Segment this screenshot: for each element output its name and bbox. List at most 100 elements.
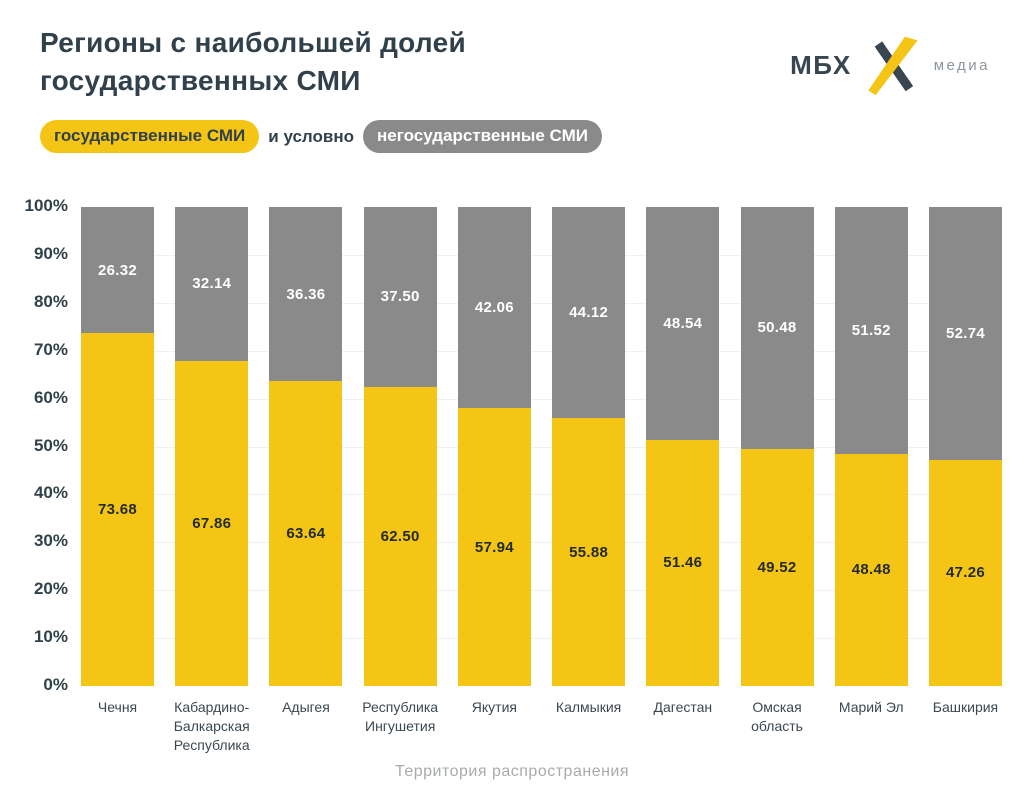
bar-column: 52.74 47.26	[928, 207, 1002, 686]
category-label: Чечня	[97, 699, 138, 715]
value-label-nonstate: 32.14	[192, 275, 232, 293]
bar-column: 26.32 73.68	[81, 207, 154, 686]
bar-column: 37.50 62.50	[363, 207, 437, 686]
x-mark-icon	[868, 36, 918, 96]
bars-row: 26.32 73.68 32.14 67.86 36.36 63.64 37.50 62.50…	[81, 207, 1002, 686]
bar-column: 42.06 57.94	[457, 207, 531, 686]
value-label-nonstate: 44.12	[569, 304, 609, 322]
category-cell: Кабардино- Балкарская Республика	[173, 698, 250, 758]
category-label: Адыгея	[282, 699, 330, 715]
bar-segment-state: 57.94	[457, 408, 531, 686]
bar-segment-state: 73.68	[81, 333, 154, 686]
y-tick-label: 90%	[33, 243, 68, 263]
bar-column: 36.36 63.64	[269, 207, 343, 686]
bar-segment-state: 49.52	[740, 448, 814, 686]
bar-segment-nonstate: 51.52	[834, 207, 908, 454]
value-label-nonstate: 51.52	[851, 321, 891, 339]
y-tick-label: 100%	[24, 196, 68, 215]
legend-connector-text: и условно	[268, 126, 354, 146]
category-cell: Якутия	[458, 698, 531, 758]
category-labels: Чечня Кабардино- Балкарская Республика Ады…	[81, 698, 1002, 758]
value-label-nonstate: 42.06	[474, 299, 514, 317]
category-label: Башкирия	[932, 699, 999, 715]
bar-segment-state: 62.50	[363, 386, 437, 686]
gridline	[81, 398, 1002, 400]
y-tick-label: 80%	[33, 291, 68, 311]
y-tick-label: 60%	[33, 387, 68, 407]
category-label: Калмыкия	[555, 699, 622, 715]
bar-segment-state: 51.46	[646, 439, 720, 686]
category-label: Республика Ингушетия	[362, 699, 439, 734]
value-label-nonstate: 52.74	[945, 324, 985, 342]
logo-mbh-text: МБХ	[790, 49, 852, 80]
bar-column: 48.54 51.46	[646, 207, 720, 686]
gridline	[81, 350, 1002, 352]
value-label-nonstate: 50.48	[757, 319, 797, 337]
value-label-nonstate: 37.50	[380, 288, 420, 306]
category-cell: Республика Ингушетия	[362, 698, 439, 758]
category-cell: Дагестан	[646, 698, 719, 758]
value-label-state: 48.48	[851, 561, 891, 579]
mbh-media-logo: МБХ медиа	[790, 34, 990, 96]
legend-state-pill: государственные СМИ	[40, 120, 260, 153]
bar-column: 44.12 55.88	[552, 207, 626, 686]
bar-column: 50.48 49.52	[740, 207, 814, 686]
logo-media-text: медиа	[933, 56, 990, 74]
category-cell: Адыгея	[269, 698, 342, 758]
y-tick-label: 70%	[33, 339, 68, 359]
bar-segment-nonstate: 37.50	[363, 207, 437, 387]
stacked-bar-chart: 100% 90% 80% 70% 60% 50% 40% 30% 20% 10% 0% 26.32 7…	[0, 196, 1024, 807]
bar-segment-nonstate: 32.14	[175, 207, 249, 361]
bar-column: 32.14 67.86	[175, 207, 249, 686]
y-tick-label: 20%	[33, 579, 68, 599]
bar-segment-state: 67.86	[175, 360, 249, 686]
gridline	[81, 542, 1002, 544]
category-label: Якутия	[471, 699, 517, 715]
gridline	[81, 254, 1002, 256]
legend-nonstate-pill: негосударственные СМИ	[363, 120, 602, 153]
page-title-line1: Регионы с наибольшей долей	[40, 27, 466, 58]
category-label: Кабардино- Балкарская Республика	[173, 699, 250, 753]
bar-segment-nonstate: 44.12	[552, 207, 626, 419]
category-label: Марий Эл	[838, 699, 904, 715]
category-cell: Чечня	[81, 698, 154, 758]
page-title-line2: государственных СМИ	[40, 65, 361, 96]
x-axis-title: Территория распространения	[394, 763, 630, 780]
bar-segment-nonstate: 48.54	[646, 207, 720, 440]
y-axis: 100% 90% 80% 70% 60% 50% 40% 30% 20% 10% 0%	[0, 196, 68, 694]
gridline	[81, 302, 1002, 304]
value-label-state: 51.46	[663, 554, 703, 572]
gridline	[81, 590, 1002, 592]
value-label-state: 47.26	[945, 564, 985, 582]
value-label-nonstate: 26.32	[97, 261, 138, 279]
y-tick-label: 40%	[33, 483, 68, 503]
bar-segment-nonstate: 36.36	[269, 207, 343, 382]
bar-column: 51.52 48.48	[834, 207, 908, 686]
category-cell: Омская область	[741, 698, 814, 758]
y-tick-label: 10%	[33, 627, 68, 647]
value-label-state: 57.94	[474, 538, 514, 556]
y-tick-label: 50%	[33, 435, 68, 455]
bar-segment-nonstate: 50.48	[740, 207, 814, 449]
legend: государственные СМИ и условно негосударс…	[40, 120, 602, 153]
value-label-state: 73.68	[97, 501, 138, 519]
value-label-state: 67.86	[192, 514, 232, 532]
category-label: Омская область	[751, 699, 803, 734]
value-label-state: 55.88	[569, 543, 609, 561]
plot-area: 26.32 73.68 32.14 67.86 36.36 63.64 37.50 62.50…	[81, 207, 1002, 686]
gridline	[81, 638, 1002, 640]
value-label-state: 49.52	[757, 558, 797, 576]
bar-segment-state: 63.64	[269, 381, 343, 686]
page-title: Регионы с наибольшей долей государственн…	[40, 24, 466, 100]
value-label-nonstate: 36.36	[286, 285, 326, 303]
bar-segment-nonstate: 26.32	[81, 207, 154, 334]
bar-segment-state: 55.88	[552, 418, 626, 686]
gridline	[81, 494, 1002, 496]
value-label-state: 63.64	[286, 525, 326, 543]
bar-segment-nonstate: 52.74	[928, 207, 1002, 460]
category-cell: Марий Эл	[835, 698, 908, 758]
bar-segment-state: 47.26	[928, 459, 1002, 686]
y-tick-label: 30%	[33, 531, 68, 551]
category-cell: Башкирия	[929, 698, 1002, 758]
